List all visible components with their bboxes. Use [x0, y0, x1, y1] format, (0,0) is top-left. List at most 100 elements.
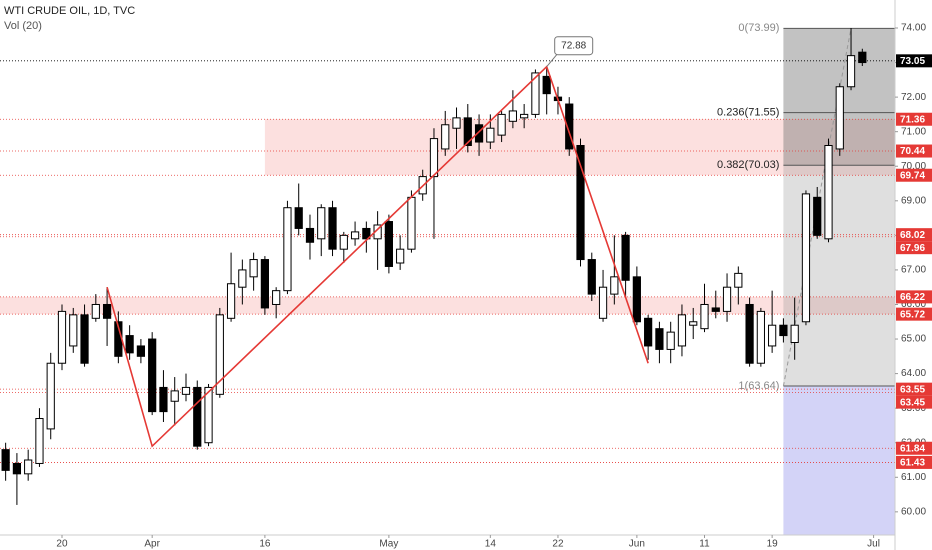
level-tag: 61.43 [900, 458, 925, 469]
level-tag: 63.55 [900, 384, 925, 395]
x-tick-label: 11 [699, 539, 710, 550]
level-tag: 69.74 [900, 170, 925, 181]
level-tag: 70.44 [900, 146, 925, 157]
candle-body [294, 207, 303, 229]
y-tick-label: 70.00 [901, 161, 926, 172]
candle-body [835, 86, 844, 150]
candle-body [756, 310, 765, 364]
candle-body [46, 362, 55, 430]
level-tag-bg [896, 382, 932, 396]
candle-body [689, 321, 698, 326]
candle-body [644, 317, 653, 347]
level-tag-bg [896, 290, 932, 304]
candle-body [801, 193, 811, 323]
candle-body [677, 314, 687, 347]
candle-body [12, 462, 22, 475]
candle-body [362, 227, 371, 240]
candle-body [463, 117, 472, 147]
candle-body [260, 259, 269, 309]
candle-body [136, 345, 146, 357]
candle-body [350, 231, 360, 240]
level-tag-bg [896, 144, 932, 158]
x-tick-label: May [379, 539, 398, 550]
candle-body [102, 303, 112, 319]
zigzag-line [106, 65, 649, 448]
candle-body [666, 331, 675, 350]
x-tick-label: 16 [259, 539, 271, 550]
candle-body [317, 207, 326, 240]
candle-body [542, 75, 551, 95]
candle-body [181, 386, 191, 395]
callout-pointer [546, 54, 558, 68]
fib-level-label: 0.236(71.55) [717, 107, 779, 119]
level-tag-bg [896, 228, 932, 242]
x-tick-label: 20 [56, 539, 68, 550]
candle-body [407, 196, 416, 250]
candle-body [745, 303, 754, 364]
x-tick-label: 22 [552, 539, 564, 550]
candle-body [846, 55, 856, 88]
candle-body [441, 124, 450, 150]
candle-body [486, 127, 495, 143]
candle-body [858, 51, 867, 64]
candle-body [193, 386, 202, 447]
candle-body [148, 338, 157, 413]
candle-body [722, 286, 732, 312]
candle-body [497, 113, 506, 136]
candle-body [1, 449, 10, 471]
candle-body [238, 269, 247, 288]
x-tick-label: Apr [144, 539, 160, 550]
level-tag-bg [896, 241, 932, 255]
candle-body [621, 234, 630, 281]
candle-body [598, 286, 608, 319]
zone [0, 296, 895, 315]
candle-body [283, 207, 292, 292]
y-tick-label: 61.00 [901, 472, 926, 483]
candle-body [272, 290, 281, 305]
candle-body [768, 324, 777, 347]
fib-level-label: 1(63.64) [738, 380, 779, 392]
last-price-tag-bg [896, 54, 932, 68]
last-price-tag: 73.05 [900, 56, 925, 67]
candle-body [824, 145, 833, 240]
candle-body [170, 390, 179, 402]
y-tick-label: 67.00 [901, 265, 926, 276]
level-tag-bg [896, 441, 932, 455]
chart-title: WTI CRUDE OIL, 1D, TVC [4, 5, 135, 17]
level-tag: 66.22 [900, 292, 925, 303]
candle-body [249, 259, 258, 278]
fib-level-label: 0(73.99) [738, 22, 779, 34]
level-tag: 71.36 [900, 114, 925, 125]
level-tag-bg [896, 112, 932, 126]
candle-body [711, 307, 720, 312]
candle-body [396, 248, 405, 264]
level-tag-bg [896, 168, 932, 182]
level-tag: 65.72 [900, 309, 925, 320]
candle-body [159, 386, 168, 413]
level-tag: 67.96 [900, 243, 925, 254]
candle-body [226, 283, 236, 319]
indicator-label: Vol (20) [4, 20, 42, 32]
y-tick-label: 64.00 [901, 368, 926, 379]
price-layer: 72.88 [1, 27, 867, 505]
level-tag: 61.84 [900, 443, 925, 454]
candle-body [779, 324, 788, 337]
x-tick-label: 19 [767, 539, 779, 550]
candle-body [452, 117, 461, 129]
fib-zone-lower [783, 165, 895, 387]
candle-body [215, 314, 224, 395]
level-tag: 68.02 [900, 230, 925, 241]
level-tag-bg [896, 455, 932, 469]
x-tick-label: 14 [485, 539, 497, 550]
candle-body [655, 328, 664, 350]
level-tag-bg [896, 307, 932, 321]
x-tick-label: Jul [867, 539, 880, 550]
callout-label: 72.88 [561, 40, 586, 51]
candle-body [531, 72, 540, 115]
candle-body [57, 310, 67, 364]
y-tick-label: 74.00 [901, 23, 926, 34]
candle-body [632, 276, 641, 323]
axis-layer: 60.0061.0062.0063.0064.0065.0066.0067.00… [56, 23, 932, 550]
